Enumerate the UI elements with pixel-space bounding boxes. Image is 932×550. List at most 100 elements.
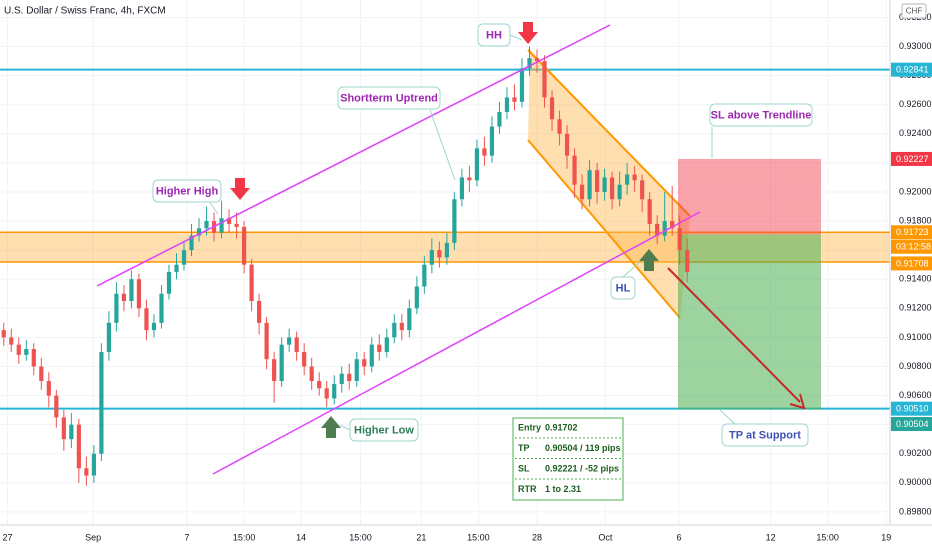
candle-body	[519, 68, 525, 102]
y-tick-label: 0.91800	[899, 215, 932, 225]
trade-value: 0.91702	[545, 422, 578, 432]
x-tick-label: 7	[185, 532, 190, 542]
trendline	[212, 211, 701, 475]
candle-body	[482, 148, 487, 156]
y-tick-label: 0.90200	[899, 448, 932, 458]
callout-text: TP at Support	[729, 429, 801, 441]
callout-tail	[622, 261, 641, 278]
candle-body	[347, 373, 352, 382]
annotations: HH Shortterm Uptrend Higher High SL above T…	[152, 23, 813, 501]
candle-body	[452, 199, 457, 243]
candle-body	[241, 226, 247, 265]
candle-body	[354, 359, 359, 382]
candle-body	[655, 223, 660, 236]
price-label-bg	[891, 256, 932, 271]
x-tick-label: 15:00	[349, 532, 372, 542]
candle-body	[24, 349, 29, 355]
candle-body	[151, 322, 157, 331]
target-zone	[678, 234, 821, 410]
candle-body	[144, 308, 149, 331]
chart-title: U.S. Dollar / Swiss Franc, 4h, FXCM	[4, 6, 166, 17]
price-label: 0.92841	[896, 65, 929, 75]
price-label-bg	[891, 225, 932, 240]
y-tick-label: 0.90800	[899, 361, 932, 371]
candle-body	[467, 177, 472, 181]
candle-body	[114, 293, 119, 323]
y-tick-label: 0.92000	[899, 186, 932, 196]
callout-text: Higher High	[156, 185, 219, 197]
candle-body	[392, 322, 397, 338]
candle-body	[46, 381, 51, 396]
x-tick-label: 12	[766, 532, 776, 542]
candle-body	[685, 250, 690, 272]
price-label-bg	[891, 401, 932, 416]
candle-body	[549, 97, 555, 120]
candle-body	[91, 453, 96, 476]
candle-body	[84, 468, 89, 476]
candle-body	[594, 170, 600, 192]
candle-body	[534, 58, 540, 62]
candle-body	[407, 308, 412, 331]
price-label-bg	[891, 239, 932, 254]
candle-body	[196, 228, 202, 236]
callout-box	[349, 418, 419, 442]
y-tick-label: 0.90000	[899, 477, 932, 487]
candle-body	[76, 424, 81, 469]
candle-body	[31, 349, 36, 367]
candle-body	[625, 174, 630, 185]
stop-zone	[678, 158, 821, 235]
candle-body	[159, 293, 164, 323]
y-tick-label: 0.91000	[899, 332, 932, 342]
callout-box	[610, 276, 636, 300]
down-arrow	[518, 22, 538, 44]
candle-body	[610, 177, 615, 200]
channel-line	[527, 49, 691, 217]
candle-body	[204, 221, 209, 229]
channel-line	[527, 139, 681, 319]
up-arrow	[639, 249, 659, 271]
candle-body	[302, 351, 307, 367]
price-label-bg	[891, 62, 932, 77]
callout-box	[477, 23, 511, 47]
candle-body	[61, 417, 66, 440]
candle-body	[542, 61, 547, 98]
candle-body	[677, 228, 682, 251]
x-tick-label: 6	[676, 532, 681, 542]
trade-value: 0.92221 / -52 pips	[545, 463, 619, 473]
candle-body	[422, 264, 427, 287]
candle-body	[324, 388, 329, 399]
candle-body	[189, 235, 194, 251]
callout-tail	[429, 109, 456, 181]
currency: CHF	[906, 7, 923, 16]
candle-body	[617, 184, 622, 200]
candle-body	[579, 184, 585, 200]
target-arrow-head	[789, 393, 806, 410]
candle-body	[377, 344, 382, 352]
price-label: 03:12:58	[896, 242, 931, 252]
candle-body	[429, 250, 434, 265]
y-tick-label: 0.89800	[899, 506, 932, 516]
trade-value: 0.90504 / 119 pips	[545, 443, 621, 453]
x-tick-label: Oct	[598, 532, 613, 542]
candle-body	[99, 351, 104, 454]
price-label: 0.90504	[896, 419, 929, 429]
price-label: 0.91723	[896, 227, 929, 237]
trendline	[96, 24, 611, 287]
callout-tail	[509, 34, 523, 41]
candle-body	[39, 366, 44, 382]
price-label-bg	[891, 151, 932, 166]
candle-body	[572, 155, 577, 185]
candle-body	[226, 218, 232, 224]
x-tick-label: 27	[3, 532, 13, 542]
trade-value: 1 to 2.31	[545, 484, 581, 494]
candle-body	[309, 366, 314, 382]
candle-body	[474, 148, 480, 181]
time-axis	[0, 525, 932, 550]
candle-body	[317, 381, 322, 389]
candle-body	[557, 119, 562, 134]
candle-body	[129, 279, 134, 302]
candle-body	[121, 293, 127, 302]
candle-body	[414, 286, 419, 309]
candle-body	[444, 242, 449, 258]
